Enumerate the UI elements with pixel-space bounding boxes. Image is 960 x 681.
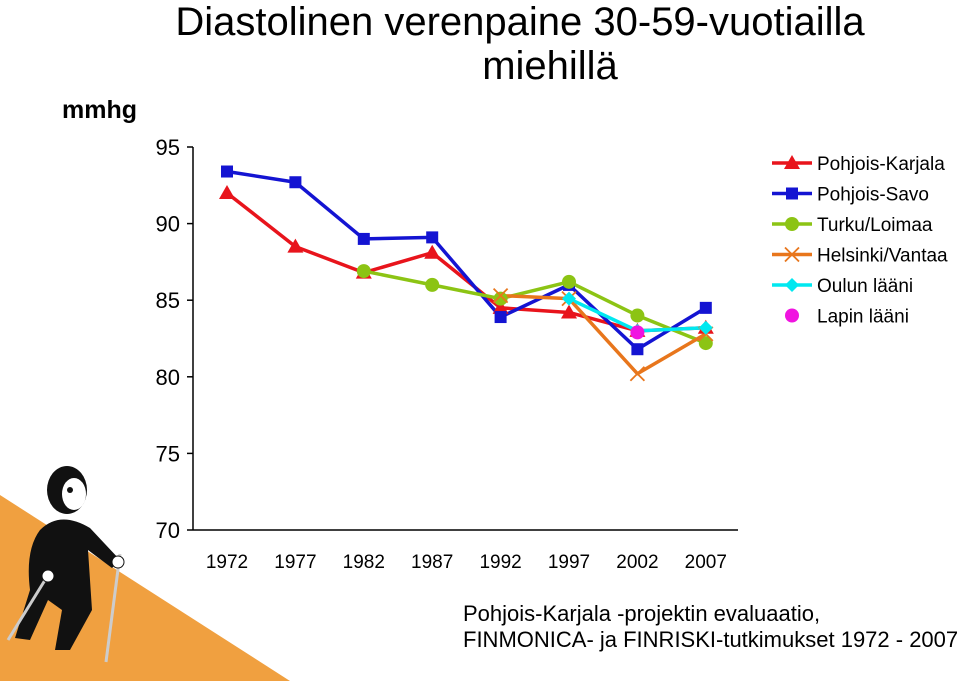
chart-title-line1: Diastolinen verenpaine 30-59-vuotiailla (175, 0, 865, 44)
legend-marker-pohjois-karjala (784, 155, 800, 169)
legend-marker-pohjois-savo (786, 187, 798, 200)
data-point-turku-loimaa (356, 264, 371, 279)
legend-label-helsinki-vantaa: Helsinki/Vantaa (817, 246, 948, 267)
y-tick-label: 85 (156, 288, 180, 313)
source-line1: Pohjois-Karjala -projektin evaluaatio, (463, 601, 821, 626)
data-point-helsinki-vantaa (492, 287, 509, 304)
chart-area: 70 75 80 85 90 95 1972 1977 1982 1987 1992 1997 200… (156, 135, 949, 573)
chart-title: Diastolinen verenpaine 30-59-vuotiailla … (40, 0, 960, 88)
series-line-pohjois-savo (226, 169, 707, 351)
chart-title-line2: miehillä (482, 44, 618, 88)
legend: Pohjois-Karjala Pohjois-Savo Turku/Loimaa H… (772, 154, 948, 328)
legend-label-oulun-laani: Oulun lääni (817, 276, 913, 297)
data-point-pohjois-savo (221, 165, 233, 178)
x-tick-label: 1992 (479, 552, 521, 573)
legend-label-turku-loimaa: Turku/Loimaa (817, 215, 933, 236)
data-point-turku-loimaa (425, 277, 440, 292)
data-point-pohjois-savo (699, 301, 712, 314)
x-tick-label: 1977 (274, 552, 316, 573)
data-point-helsinki-vantaa (629, 366, 646, 382)
legend-label-pohjois-karjala: Pohjois-Karjala (817, 154, 945, 175)
source-line2: FINMONICA- ja FINRISKI-tutkimukset 1972 … (463, 627, 959, 652)
x-tick-label: 1997 (548, 552, 590, 573)
data-point-turku-loimaa (698, 336, 713, 351)
data-point-pohjois-savo (289, 176, 302, 189)
data-point-pohjois-savo (631, 343, 644, 356)
series-line-pohjois-karjala (225, 191, 706, 333)
y-tick-label: 80 (156, 365, 180, 390)
y-tick-label: 95 (156, 135, 180, 160)
data-point-lapin-laani (630, 325, 645, 340)
data-point-turku-loimaa (562, 274, 576, 289)
x-tick-label: 1987 (411, 552, 453, 573)
legend-marker-oulun-laani (785, 278, 799, 292)
hiker-figure-icon (6, 466, 125, 663)
y-tick-label: 70 (156, 518, 180, 543)
y-tick-label: 90 (156, 212, 180, 237)
data-point-pohjois-karjala (424, 244, 441, 259)
x-tick-label: 2002 (616, 552, 658, 573)
legend-marker-turku-loimaa (785, 217, 799, 231)
x-tick-label: 2007 (685, 552, 727, 573)
plot-area (193, 147, 738, 530)
legend-label-pohjois-savo: Pohjois-Savo (817, 185, 929, 206)
data-point-oulun-laani (698, 320, 713, 335)
x-tick-label: 1982 (343, 552, 385, 573)
legend-marker-lapin-laani (785, 308, 799, 323)
legend-marker-helsinki-vantaa (784, 246, 800, 263)
source-caption: Pohjois-Karjala -projektin evaluaatio, F… (463, 601, 958, 653)
data-point-pohjois-karjala (287, 238, 304, 253)
data-point-pohjois-savo (494, 311, 507, 324)
legend-label-lapin-laani: Lapin lääni (817, 307, 909, 328)
series-line-helsinki-vantaa (500, 293, 707, 376)
x-tick-label: 1972 (206, 552, 248, 573)
data-point-pohjois-karjala (561, 304, 577, 319)
data-point-pohjois-savo (357, 232, 370, 245)
hiker-illustration (0, 466, 290, 681)
data-point-pohjois-karjala (219, 184, 235, 199)
y-tick-label: 75 (156, 441, 180, 466)
data-point-pohjois-savo (426, 231, 439, 244)
data-point-pohjois-karjala (492, 299, 509, 314)
data-point-turku-loimaa (630, 308, 645, 323)
data-point-oulun-laani (562, 291, 576, 306)
y-axis-unit-label: mmhg (62, 96, 137, 124)
data-point-turku-loimaa (493, 291, 508, 306)
series-line-turku-loimaa (363, 269, 707, 345)
